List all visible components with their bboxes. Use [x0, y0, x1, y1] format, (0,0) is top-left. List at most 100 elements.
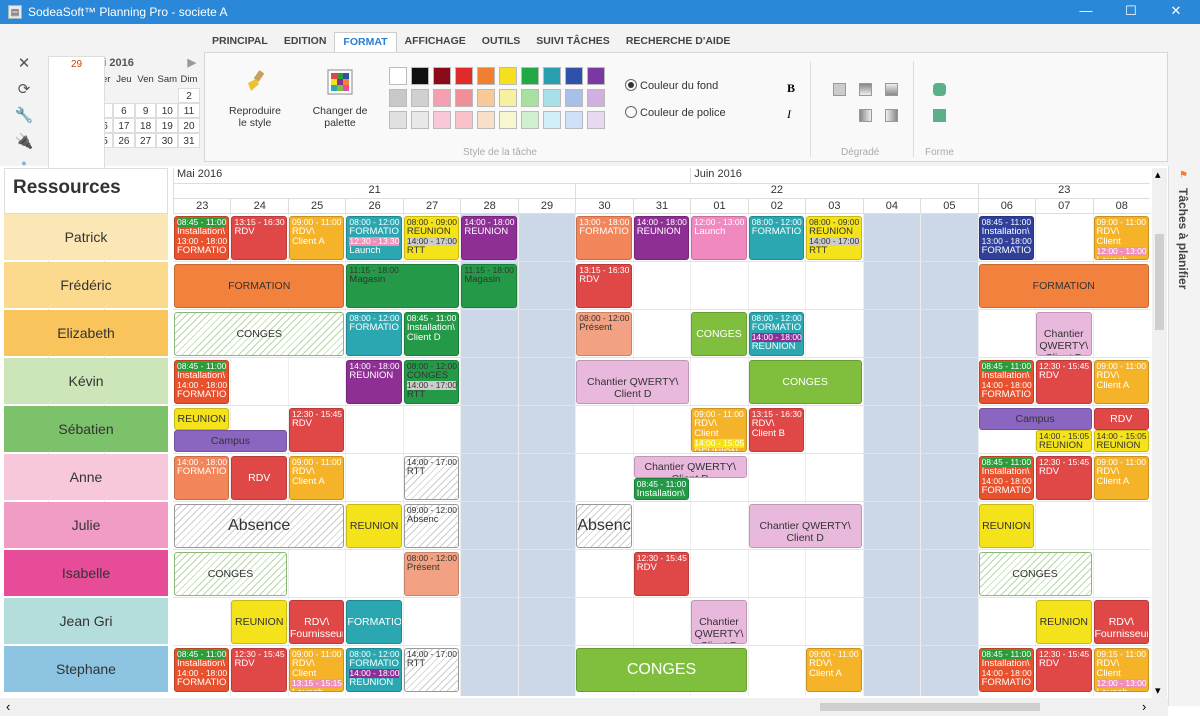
tasks-side-panel[interactable]: ⚑ Tâches à planifier	[1168, 166, 1200, 706]
mini-calendar-day[interactable]: 19	[156, 118, 179, 133]
event-block[interactable]: 08:45 - 11:00 Installation\ Client D	[403, 312, 460, 356]
event-block[interactable]: 08:00 - 12:00 FORMATIO 14:00 - 18:00 REUNIO…	[748, 312, 805, 356]
mini-calendar-day[interactable]: 2	[178, 88, 200, 103]
event-block[interactable]: 12:30 - 15:45 RDV	[633, 552, 690, 596]
event-block[interactable]: 08:00 - 12:00 Présent	[403, 552, 460, 596]
refresh-icon[interactable]: ⟳	[17, 81, 31, 98]
event-block[interactable]: Campus	[174, 430, 287, 452]
event-block[interactable]: 08:45 - 11:00 Installation\ 14:00 - 18:00 F…	[978, 648, 1035, 692]
color-swatch[interactable]	[565, 89, 583, 107]
event-block[interactable]: RDV	[1093, 408, 1149, 430]
event-block[interactable]: 12:30 - 15:45 RDV	[288, 408, 345, 452]
event-block[interactable]: 08:45 - 11:00 Installation\ 14:00 - 18:00 F…	[174, 360, 230, 404]
mini-calendar-day[interactable]: 30	[156, 133, 179, 148]
event-block[interactable]: Absenc	[576, 504, 632, 548]
mini-calendar-day[interactable]: 6	[113, 103, 135, 118]
event-block[interactable]: 09:00 - 11:00 RDV\ Client A	[288, 216, 345, 260]
event-block[interactable]: 09:00 - 12:00 Absenc	[403, 504, 460, 548]
color-swatch[interactable]	[565, 111, 583, 129]
event-block[interactable]: 09:00 - 11:00 RDV\ Client A	[806, 648, 862, 692]
event-block[interactable]: FORMATIO	[346, 600, 402, 644]
event-block[interactable]: CONGES	[691, 312, 747, 356]
event-block[interactable]: Campus	[978, 408, 1092, 430]
event-block[interactable]: FORMATION	[978, 264, 1149, 308]
change-palette-button[interactable]: Changer de palette	[305, 69, 375, 129]
event-block[interactable]: Chantier QWERTY\ Client D	[1036, 312, 1092, 356]
mini-calendar-day[interactable]: 17	[113, 118, 135, 133]
color-swatch[interactable]	[411, 111, 429, 129]
next-month-button[interactable]: ▶	[187, 57, 196, 69]
mini-calendar-day[interactable]: 18	[134, 118, 157, 133]
color-swatch[interactable]	[389, 67, 407, 85]
event-block[interactable]: 13:15 - 16:30 RDV	[231, 216, 287, 260]
plug-icon[interactable]: 🔌	[14, 133, 34, 150]
gradient-vertical-icon[interactable]	[859, 83, 872, 96]
color-swatch[interactable]	[433, 111, 451, 129]
color-swatch[interactable]	[389, 89, 407, 107]
color-swatch[interactable]	[499, 89, 517, 107]
event-block[interactable]: 08:45 - 11:00 Installation\ 13:00 - 18:00 F…	[978, 216, 1035, 260]
minimize-button[interactable]: —	[1079, 3, 1093, 18]
schedule-grid[interactable]: 08:45 - 11:00 Installation\ 13:00 - 18:00 F…	[173, 214, 1150, 696]
mini-calendar-day[interactable]: 10	[156, 103, 179, 118]
event-block[interactable]: 12:30 - 15:45 RDV	[1036, 360, 1092, 404]
color-swatch[interactable]	[411, 89, 429, 107]
event-block[interactable]: 14:00 - 18:00 REUNION	[346, 360, 402, 404]
scroll-right-icon[interactable]: ›	[1142, 699, 1147, 714]
event-block[interactable]: 13:00 - 18:00 FORMATIO	[576, 216, 632, 260]
event-block[interactable]: REUNION	[1036, 600, 1092, 644]
mini-calendar-day[interactable]: 27	[134, 133, 157, 148]
scroll-left-icon[interactable]: ‹	[6, 699, 11, 714]
maximize-button[interactable]: ☐	[1125, 3, 1137, 18]
color-swatch[interactable]	[455, 111, 473, 129]
color-swatch[interactable]	[521, 67, 539, 85]
close-icon[interactable]: ✕	[17, 55, 31, 72]
resource-row-4[interactable]: Sébatien	[4, 406, 168, 453]
event-block[interactable]: REUNION	[346, 504, 402, 548]
event-block[interactable]: 08:45 - 11:00 Installation\ 13:00 - 18:00 F…	[174, 216, 230, 260]
event-block[interactable]: 12:00 - 13:00 Launch	[691, 216, 747, 260]
color-swatch[interactable]	[587, 111, 605, 129]
resource-row-3[interactable]: Kévin	[4, 358, 168, 405]
tab-recherche-d-aide[interactable]: RECHERCHE D'AIDE	[625, 35, 731, 47]
event-block[interactable]: 14:00 - 18:00 REUNION	[461, 216, 517, 260]
resource-row-5[interactable]: Anne	[4, 454, 168, 501]
tab-edition[interactable]: EDITION	[283, 35, 327, 47]
event-block[interactable]: 09:00 - 11:00 RDV\ Client A	[1093, 456, 1149, 500]
event-block[interactable]: 11:15 - 18:00 Magasin	[461, 264, 517, 308]
mini-calendar-day[interactable]: 9	[134, 103, 157, 118]
event-block[interactable]: 14:00 - 15:05 REUNION	[1036, 430, 1092, 452]
scroll-thumb[interactable]	[820, 703, 1040, 711]
color-swatch[interactable]	[521, 111, 539, 129]
event-block[interactable]: Chantier QWERTY\ Client D	[633, 456, 747, 478]
gradient-none-icon[interactable]	[833, 83, 846, 96]
font-color-radio[interactable]: Couleur de police	[625, 106, 726, 119]
mini-calendar-day[interactable]: 11	[178, 103, 200, 118]
event-block[interactable]: RDV\ Fournisseur	[1093, 600, 1149, 644]
resource-row-1[interactable]: Frédéric	[4, 262, 168, 309]
mini-calendar-day[interactable]: 26	[113, 133, 135, 148]
resource-row-0[interactable]: Patrick	[4, 214, 168, 261]
color-swatch[interactable]	[455, 67, 473, 85]
event-block[interactable]: 12:30 - 15:45 RDV	[231, 648, 287, 692]
event-block[interactable]: 14:00 - 17:00 RTT	[403, 456, 460, 500]
event-block[interactable]: REUNION	[231, 600, 287, 644]
event-block[interactable]: CONGES	[174, 552, 287, 596]
tab-format[interactable]: FORMAT	[334, 32, 397, 52]
vertical-scrollbar[interactable]: ▴ ▾	[1152, 168, 1167, 700]
gradient-horizontal-icon[interactable]	[859, 109, 872, 122]
event-block[interactable]: REUNION	[978, 504, 1035, 548]
event-block[interactable]: 08:00 - 12:00 FORMATIO 12:30 - 13:30 Launch	[346, 216, 402, 260]
shape-square-icon[interactable]	[933, 109, 946, 122]
scroll-thumb[interactable]	[1155, 234, 1164, 330]
event-block[interactable]: 13:15 - 16:30 RDV\ Client B	[748, 408, 805, 452]
color-swatch[interactable]	[499, 67, 517, 85]
color-swatch[interactable]	[543, 89, 561, 107]
resource-row-2[interactable]: Elizabeth	[4, 310, 168, 357]
tab-affichage[interactable]: AFFICHAGE	[404, 35, 466, 47]
close-window-button[interactable]: ✕	[1170, 3, 1182, 18]
resource-row-7[interactable]: Isabelle	[4, 550, 168, 597]
event-block[interactable]: 08:45 - 11:00 Installation\ 14:00 - 18:00 F…	[978, 360, 1035, 404]
